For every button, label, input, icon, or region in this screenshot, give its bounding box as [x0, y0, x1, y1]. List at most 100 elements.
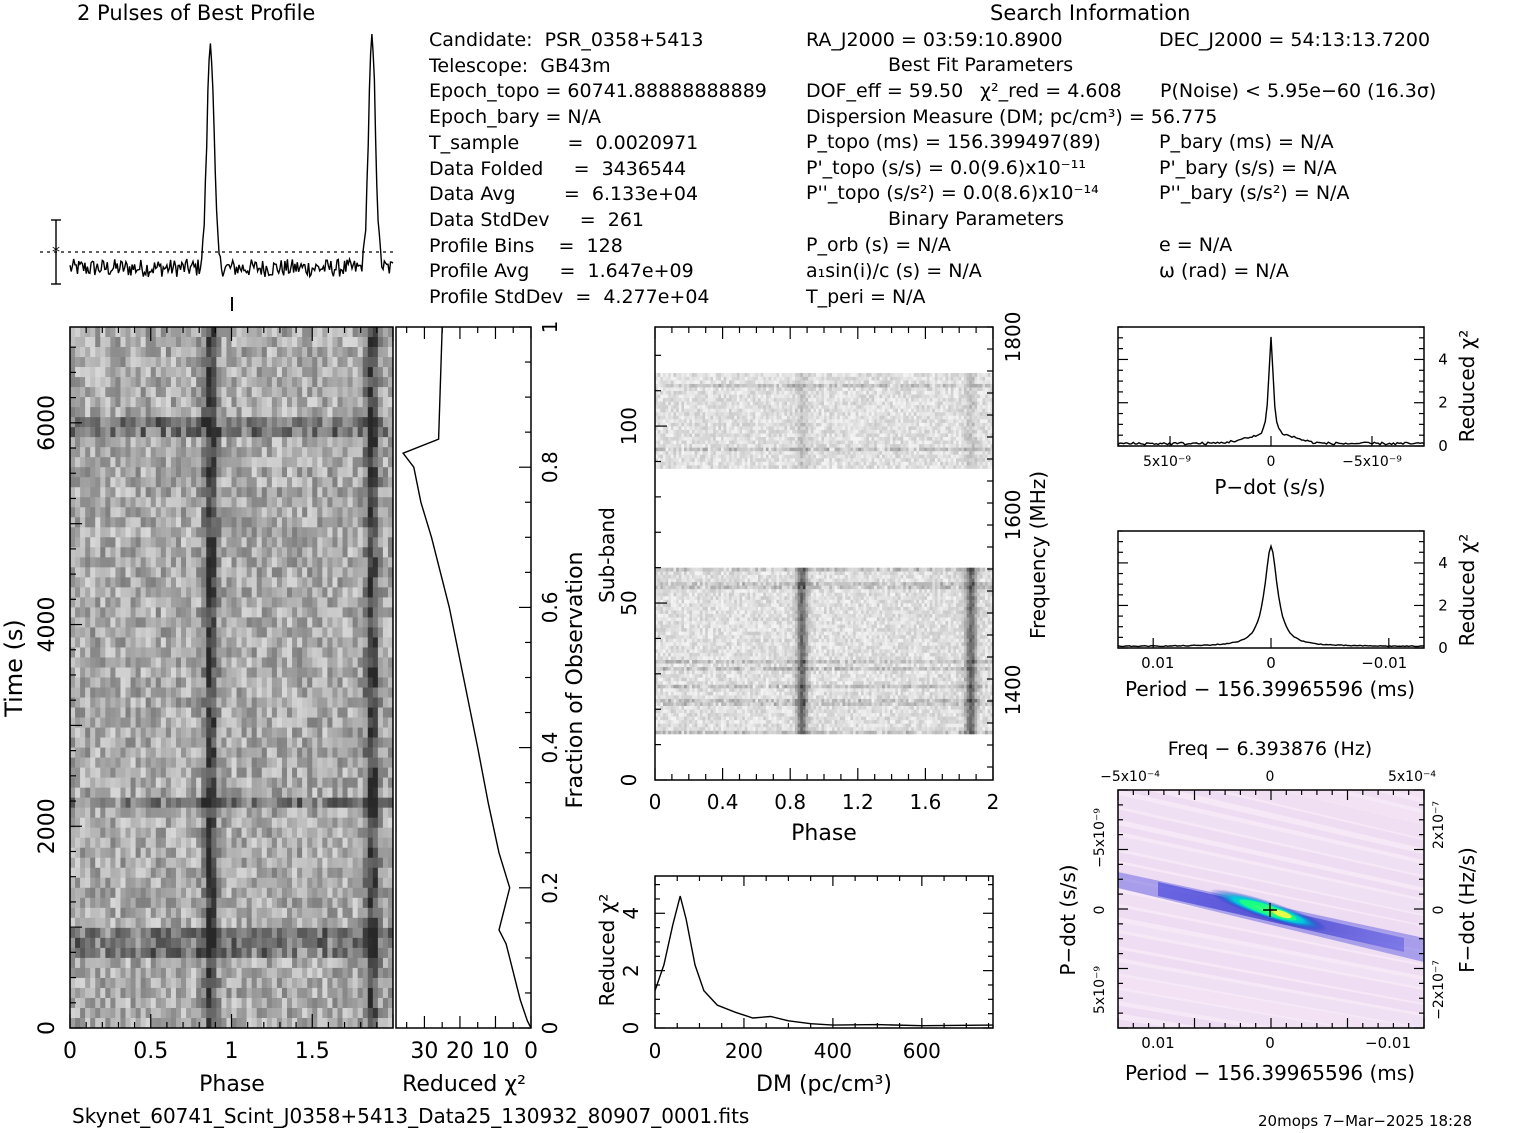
heatmap-cell [196, 357, 202, 368]
heatmap-cell [266, 427, 273, 438]
heatmap-cell [181, 697, 187, 708]
heatmap-cell [246, 997, 252, 1009]
heatmap-cell [853, 726, 856, 731]
heatmap-cell [155, 607, 162, 618]
heatmap-cell [100, 597, 106, 608]
heatmap-cell [115, 747, 121, 758]
heatmap-cell [387, 607, 394, 618]
heatmap-cell [90, 987, 96, 999]
heatmap-cell [302, 947, 308, 959]
heatmap-cell [271, 837, 278, 849]
heatmap-cell [261, 957, 268, 969]
heatmap-cell [241, 877, 247, 889]
heatmap-cell [165, 977, 172, 989]
heatmap-cell [236, 977, 242, 989]
heatmap-cell [377, 857, 384, 869]
heatmap-cell [175, 667, 182, 678]
heatmap-cell [256, 867, 263, 879]
heatmap-cell [165, 887, 172, 899]
heatmap-cell [155, 987, 162, 999]
heatmap-cell [236, 847, 242, 859]
heatmap-cell [958, 726, 962, 731]
heatmap-cell [297, 517, 303, 528]
heatmap-cell [221, 367, 227, 378]
heatmap-cell [95, 917, 101, 929]
heatmap-cell [367, 897, 374, 909]
heatmap-cell [312, 1017, 318, 1029]
heatmap-cell [115, 807, 121, 818]
heatmap-cell [145, 797, 152, 808]
heatmap-cell [231, 777, 237, 788]
profile-title: 2 Pulses of Best Profile [77, 1, 316, 25]
heatmap-cell [655, 726, 658, 731]
heatmap-cell [140, 837, 147, 849]
heatmap-cell [357, 447, 364, 458]
heatmap-cell [686, 726, 690, 731]
heatmap-cell [287, 497, 293, 508]
heatmap-cell [221, 897, 227, 909]
heatmap-cell [352, 617, 358, 628]
heatmap-cell [347, 857, 353, 869]
heatmap-cell [307, 977, 313, 989]
heatmap-cell [130, 697, 136, 708]
heatmap-cell [281, 727, 288, 738]
heatmap-cell [120, 857, 126, 869]
heatmap-cell [337, 807, 343, 818]
heatmap-cell [181, 537, 187, 548]
heatmap-cell [372, 587, 379, 598]
heatmap-cell [150, 927, 157, 939]
heatmap-cell [337, 867, 343, 879]
heatmap-cell [297, 577, 303, 588]
heatmap-cell [246, 757, 252, 768]
heatmap-cell [75, 767, 81, 778]
heatmap-cell [150, 407, 157, 418]
heatmap-cell [70, 547, 76, 558]
heatmap-cell [181, 467, 187, 478]
heatmap-cell [292, 537, 298, 548]
heatmap-cell [211, 977, 217, 989]
heatmap-cell [170, 647, 177, 658]
heatmap-cell [206, 377, 212, 388]
heatmap-cell [332, 547, 338, 558]
heatmap-cell [342, 437, 348, 448]
heatmap-cell [362, 1007, 369, 1019]
chi2-value: χ²_red = 4.608 [980, 80, 1122, 102]
heatmap-cell [322, 1017, 328, 1029]
heatmap-cell [256, 397, 263, 408]
heatmap-cell [342, 427, 348, 438]
heatmap-cell [70, 817, 76, 829]
heatmap-cell [287, 697, 293, 708]
heatmap-cell [357, 547, 364, 558]
heatmap-cell [668, 723, 672, 728]
heatmap-cell [347, 657, 353, 668]
heatmap-cell [160, 757, 167, 768]
heatmap-cell [120, 687, 126, 698]
heatmap-cell [357, 847, 364, 859]
heatmap-cell [387, 387, 394, 398]
heatmap-cell [206, 997, 212, 1009]
heatmap-cell [150, 837, 157, 849]
heatmap-cell [281, 857, 288, 869]
heatmap-cell [276, 897, 283, 909]
heatmap-cell [713, 730, 717, 735]
heatmap-cell [100, 727, 106, 738]
heatmap-cell [760, 730, 764, 735]
heatmap-cell [90, 607, 96, 618]
heatmap-cell [75, 347, 81, 358]
heatmap-cell [266, 617, 273, 628]
heatmap-cell [271, 887, 278, 899]
heatmap-cell [312, 727, 318, 738]
heatmap-cell [256, 567, 263, 578]
heatmap-cell [186, 787, 192, 798]
heatmap-cell [863, 723, 867, 728]
heatmap-cell [357, 947, 364, 959]
heatmap-cell [80, 827, 86, 839]
heatmap-cell [241, 757, 247, 768]
heatmap-cell [342, 667, 348, 678]
heatmap-cell [196, 737, 202, 748]
heatmap-cell [211, 657, 217, 668]
heatmap-cell [367, 737, 374, 748]
heatmap-cell [90, 397, 96, 408]
heatmap-cell [271, 437, 278, 448]
heatmap-cell [307, 787, 313, 798]
